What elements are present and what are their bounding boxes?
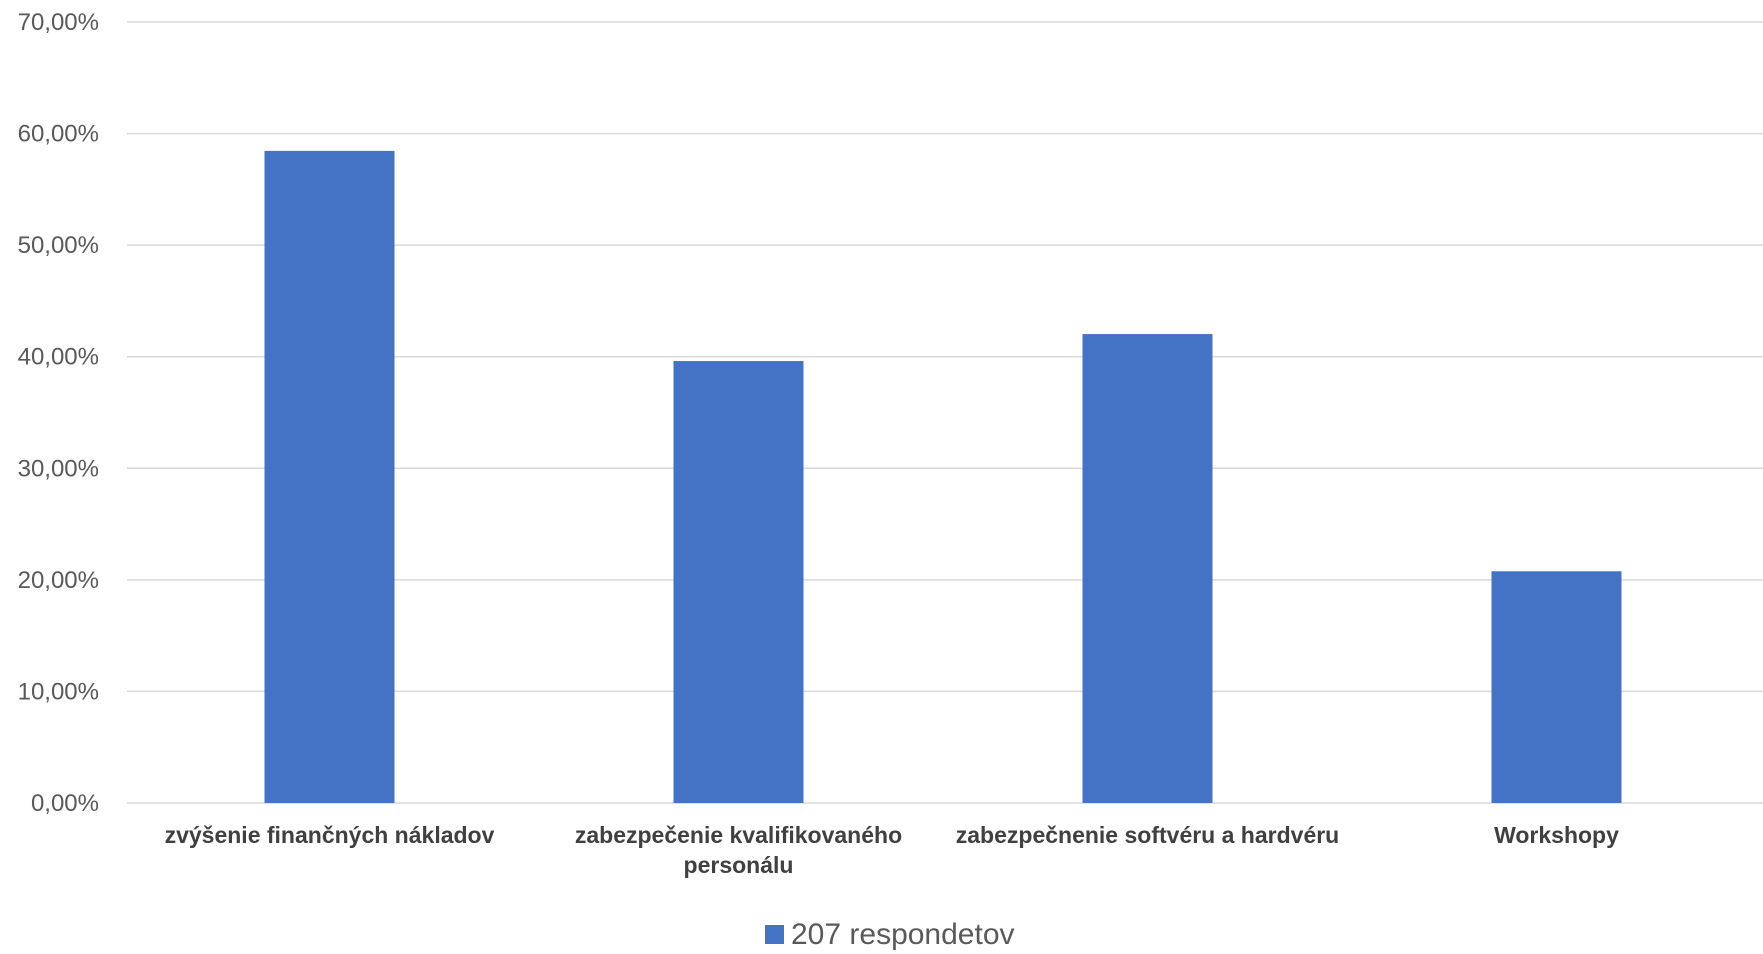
bars: [264, 150, 1622, 804]
x-category-label: zabezpečnenie softvéru a hardvéru: [956, 822, 1339, 848]
bar: [1082, 334, 1213, 803]
y-tick-label: 40,00%: [18, 344, 99, 371]
y-tick-label: 20,00%: [18, 567, 99, 594]
legend: 207 respondetov: [765, 918, 1015, 951]
y-tick-label: 50,00%: [18, 232, 99, 259]
legend-swatch: [765, 925, 784, 944]
y-tick-label: 0,00%: [31, 790, 99, 817]
x-category-label: zvýšenie finančných nákladov: [165, 822, 495, 848]
x-category-label: zabezpečenie kvalifikovaného personálu: [575, 822, 902, 878]
y-tick-label: 60,00%: [18, 121, 99, 148]
y-axis-tick-labels: 0,00% 10,00% 20,00% 30,00% 40,00% 50,00% 60,00…: [18, 9, 99, 817]
y-tick-label: 10,00%: [18, 678, 99, 705]
legend-label: 207 respondetov: [791, 918, 1015, 951]
bar: [1491, 571, 1622, 803]
x-category-label: Workshopy: [1494, 822, 1619, 848]
gridlines: [127, 21, 1763, 804]
x-axis-category-labels: zvýšenie finančných nákladov zabezpečenie…: [165, 822, 1620, 878]
y-tick-label: 30,00%: [18, 455, 99, 482]
bar: [264, 150, 395, 804]
bar: [673, 361, 804, 803]
y-tick-label: 70,00%: [18, 9, 99, 36]
